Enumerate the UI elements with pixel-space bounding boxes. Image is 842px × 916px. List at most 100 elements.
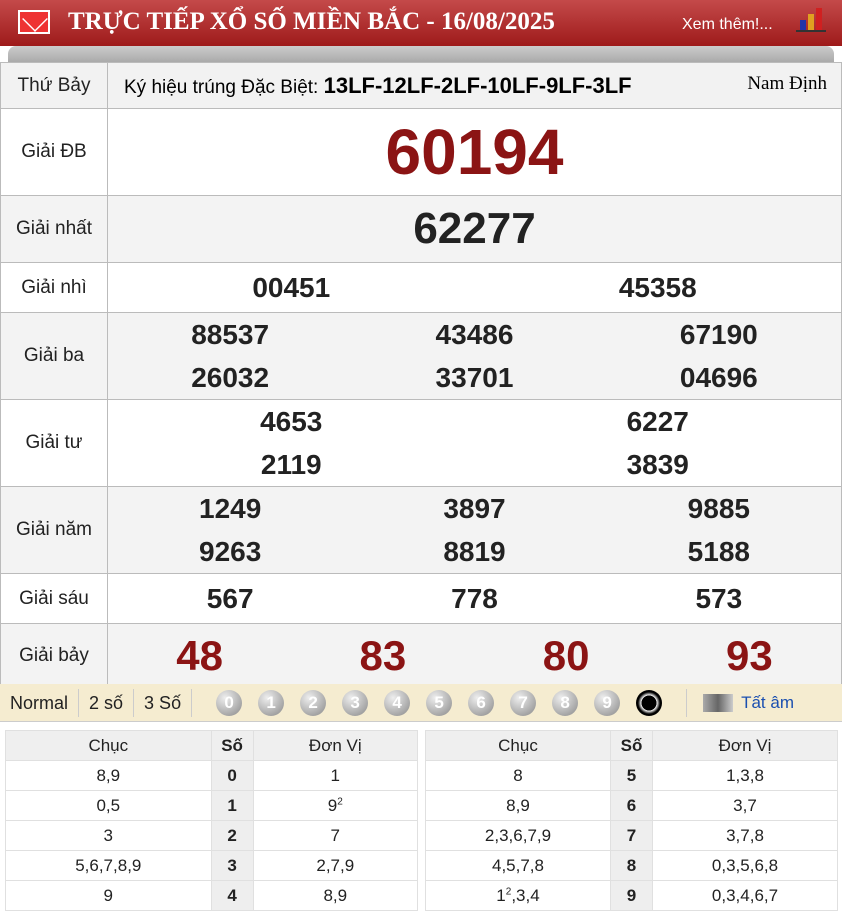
prize-number: 67190 [679,319,758,350]
chuc-cell: 8,9 [5,760,212,791]
prize-label: Giải nhất [0,195,108,263]
so-cell: 3 [210,850,254,881]
digit-2-button[interactable]: 2 [300,689,327,716]
divider [0,46,842,62]
digit-5-button[interactable]: 5 [426,689,453,716]
loto-row: 9 4 8,9 [5,880,419,911]
prize-number: 4653 [260,406,323,437]
loto-row: 2,3,6,7,9 7 3,7,8 [425,820,838,851]
loto-row: 0,5 1 92 [5,790,419,821]
chuc-cell: 5,6,7,8,9 [5,850,212,881]
digit-3-button[interactable]: 3 [342,689,369,716]
loto-table-left: Chục Số Đơn Vị 8,9 0 1 0,5 1 92 3 2 7 5,6,7,8,9 3 2,7,… [5,730,419,911]
code-label: Ký hiệu trúng Đặc Biệt: [124,76,319,98]
digit-9-button[interactable]: 9 [594,689,621,716]
prize-number: 9263 [199,536,262,567]
mute-all-button[interactable]: Tất âm [741,692,794,712]
don-vi-cell: 0,3,4,6,7 [652,880,838,911]
special-code: 13LF-12LF-2LF-10LF-9LF-3LF [323,72,632,98]
don-vi-cell: 8,9 [252,880,419,911]
prize-number: 80 [542,631,590,679]
so-cell: 2 [210,820,254,851]
digit-7-button[interactable]: 7 [510,689,537,716]
prize-number: 60194 [385,116,564,188]
chuc-cell: 2,3,6,7,9 [425,820,611,851]
chuc-cell: 8,9 [425,790,611,821]
don-vi-cell: 3,7,8 [652,820,838,851]
page-title: TRỰC TIẾP XỔ SỐ MIỀN BẮC - 16/08/2025 [68,8,555,35]
prize-number: 2119 [260,449,322,480]
so-cell: 8 [610,850,653,881]
speaker-icon[interactable] [703,693,734,712]
chuc-cell: 9 [5,880,212,911]
see-more-link[interactable]: Xem thêm!... [682,16,773,33]
prize-number: 3897 [443,493,506,524]
don-vi-cell: 2,7,9 [252,850,419,881]
don-vi-cell: 92 [252,790,419,821]
chuc-cell: 8 [425,760,611,791]
prize-label: Giải nhì [0,262,108,313]
loto-header: Đơn Vị [252,730,419,761]
prize-label: Giải sáu [0,573,108,624]
prize-label: Giải ba [0,312,108,400]
loto-header: Đơn Vị [652,730,838,761]
so-cell: 1 [210,790,254,821]
prize-number: 6227 [626,406,689,437]
prize-number: 45358 [618,271,697,303]
bar-chart-icon[interactable] [796,8,826,32]
don-vi-cell: 0,3,5,6,8 [652,850,838,881]
loto-header: Chục [5,730,212,761]
so-cell: 4 [210,880,254,911]
so-cell: 9 [610,880,653,911]
chuc-cell: 4,5,7,8 [425,850,611,881]
digit-0-button[interactable]: 0 [216,689,243,716]
loto-row: 4,5,7,8 8 0,3,5,6,8 [425,850,838,881]
prize-number: 62277 [413,204,536,253]
digit-6-button[interactable]: 6 [468,689,495,716]
prize-number: 48 [176,631,223,679]
loto-table-right: Chục Số Đơn Vị 8 5 1,3,8 8,9 6 3,7 2,3,6,7,9 7 3,7,… [425,730,838,911]
loto-header: Số [210,730,254,761]
prize-label: Giải bảy [0,623,108,688]
prize-number: 1249 [199,493,262,524]
prize-label: Giải năm [0,486,108,574]
so-cell: 6 [610,790,653,821]
prize-number: 88537 [191,319,270,350]
so-cell: 5 [610,760,653,791]
prize-number: 778 [451,582,498,614]
chuc-cell: 0,5 [5,790,212,821]
prize-number: 00451 [252,271,331,303]
header-bar: TRỰC TIẾP XỔ SỐ MIỀN BẮC - 16/08/2025 Xe… [0,0,842,46]
yin-yang-icon[interactable] [636,689,663,716]
prize-number: 3839 [626,449,689,480]
loto-row: 8 5 1,3,8 [425,760,838,791]
mode-2-so[interactable]: 2 số [79,688,135,717]
don-vi-cell: 3,7 [652,790,838,821]
digit-4-button[interactable]: 4 [384,689,411,716]
so-cell: 7 [610,820,653,851]
prize-number: 26032 [191,362,270,393]
digit-1-button[interactable]: 1 [258,689,285,716]
day-label: Thứ Bảy [0,62,108,109]
prize-label: Giải tư [0,399,108,487]
chuc-cell: 12,3,4 [425,880,611,911]
prize-label: Giải ĐB [0,108,108,196]
prize-number: 9885 [687,493,750,524]
loto-row: 12,3,4 9 0,3,4,6,7 [425,880,838,911]
mode-normal[interactable]: Normal [0,688,80,717]
mail-icon[interactable] [18,10,50,34]
prize-number: 33701 [435,362,514,393]
loto-row: 8,9 6 3,7 [425,790,838,821]
prize-number: 04696 [679,362,758,393]
loto-header: Số [610,730,653,761]
prize-number: 43486 [435,319,514,350]
prize-number: 83 [359,631,407,679]
loto-row: 5,6,7,8,9 3 2,7,9 [5,850,419,881]
don-vi-cell: 1 [252,760,419,791]
mode-3-so[interactable]: 3 Số [134,688,193,717]
prize-number: 573 [695,582,743,614]
digit-8-button[interactable]: 8 [552,689,579,716]
prize-number: 5188 [687,536,750,567]
loto-row: 8,9 0 1 [5,760,419,791]
